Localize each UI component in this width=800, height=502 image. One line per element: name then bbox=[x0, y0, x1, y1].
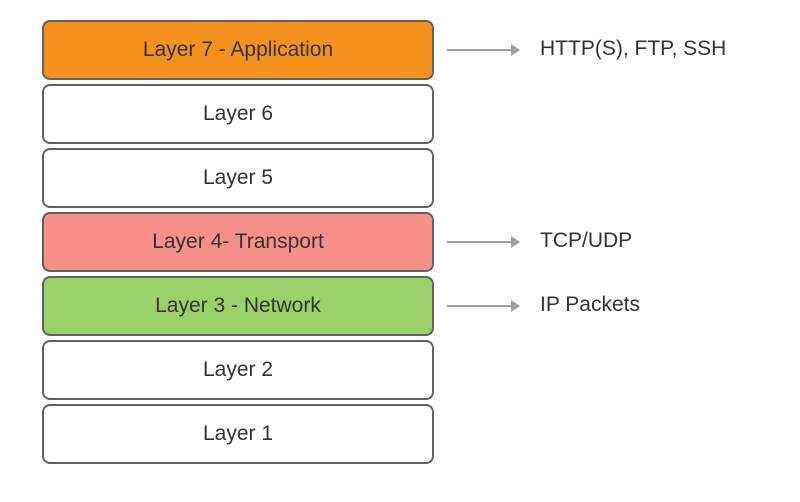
arrow-line bbox=[447, 305, 512, 307]
arrow-line bbox=[447, 241, 512, 243]
layer-box-1: Layer 1 bbox=[42, 404, 434, 464]
layer-box-6: Layer 6 bbox=[42, 84, 434, 144]
layer-annotation: IP Packets bbox=[540, 293, 640, 317]
arrow-head-icon bbox=[511, 44, 520, 56]
arrow-head-icon bbox=[511, 300, 520, 312]
layer-annotation: TCP/UDP bbox=[540, 229, 632, 253]
layer-box-3: Layer 3 - Network bbox=[42, 276, 434, 336]
arrow-head-icon bbox=[511, 236, 520, 248]
layer-box-5: Layer 5 bbox=[42, 148, 434, 208]
layer-annotation: HTTP(S), FTP, SSH bbox=[540, 37, 726, 61]
arrow-line bbox=[447, 49, 512, 51]
layer-box-2: Layer 2 bbox=[42, 340, 434, 400]
layer-box-7: Layer 7 - Application bbox=[42, 20, 434, 80]
layer-box-4: Layer 4- Transport bbox=[42, 212, 434, 272]
